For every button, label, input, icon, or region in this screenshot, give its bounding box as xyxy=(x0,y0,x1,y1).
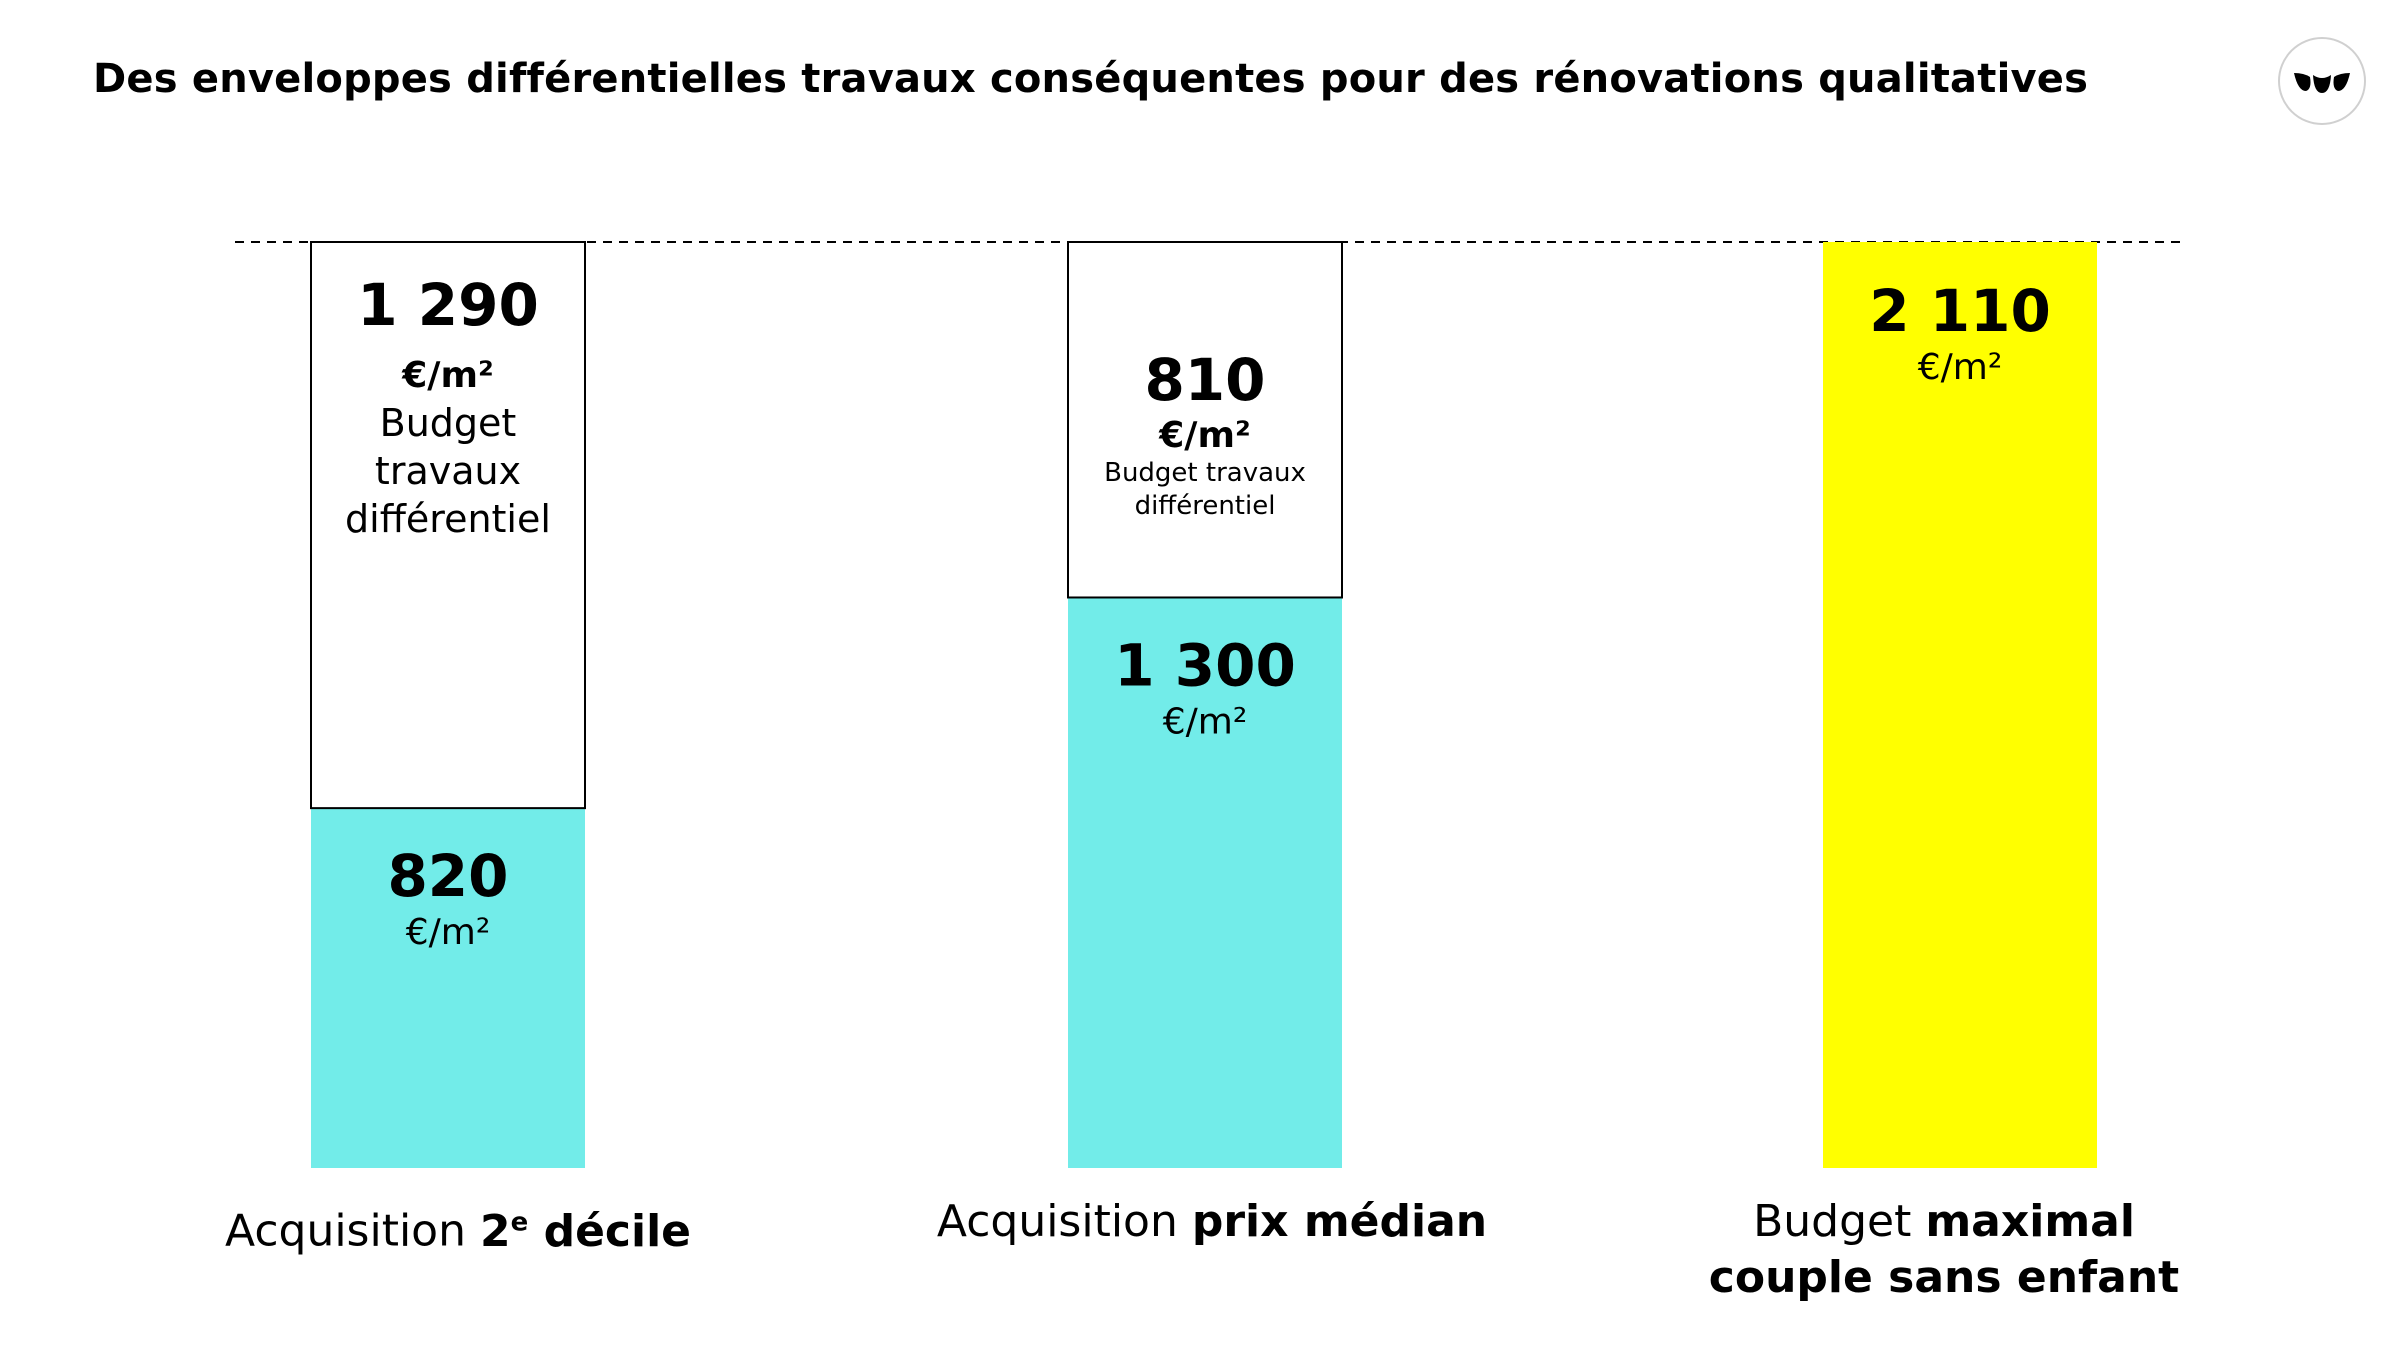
budget-text-0-0: Budget xyxy=(380,401,517,445)
category-label-prix-median: Acquisition prix médian xyxy=(936,1196,1488,1247)
tulip-logo-icon xyxy=(2278,37,2366,125)
unit-label-value-0: €/m² xyxy=(406,912,491,953)
budget-text-0-2: différentiel xyxy=(345,497,551,541)
data-label-value-0: 820 xyxy=(387,842,508,910)
page-title: Des enveloppes différentielles travaux c… xyxy=(93,56,2089,102)
budget-text-1-0: Budget travaux xyxy=(1104,458,1306,488)
bar-acquisition-2 xyxy=(1823,242,2097,1168)
unit-label-value-2: €/m² xyxy=(1918,347,2003,388)
data-label-differentiel-0: 1 290 xyxy=(357,271,539,339)
unit-label-value-1: €/m² xyxy=(1163,701,1248,742)
category-label-budget-maximal: Budget maximal couple sans enfant xyxy=(1708,1196,2180,1303)
bar-acquisition-0 xyxy=(311,808,585,1168)
budget-text-1-1: différentiel xyxy=(1135,491,1276,521)
logo-mark xyxy=(2294,73,2350,93)
category-label-2e-decile: Acquisition 2e décile xyxy=(225,1205,691,1257)
bar-acquisition-1 xyxy=(1068,597,1342,1168)
data-label-differentiel-1: 810 xyxy=(1144,346,1265,414)
budget-text-0-1: travaux xyxy=(375,449,521,493)
bar-differentiel-1 xyxy=(1067,241,1343,599)
unit-label-differentiel-1: €/m² xyxy=(1158,415,1250,456)
data-label-value-2: 2 110 xyxy=(1869,277,2051,345)
data-label-value-1: 1 300 xyxy=(1114,631,1296,699)
bar-differentiel-0 xyxy=(310,241,586,810)
unit-label-differentiel-0: €/m² xyxy=(401,355,493,396)
